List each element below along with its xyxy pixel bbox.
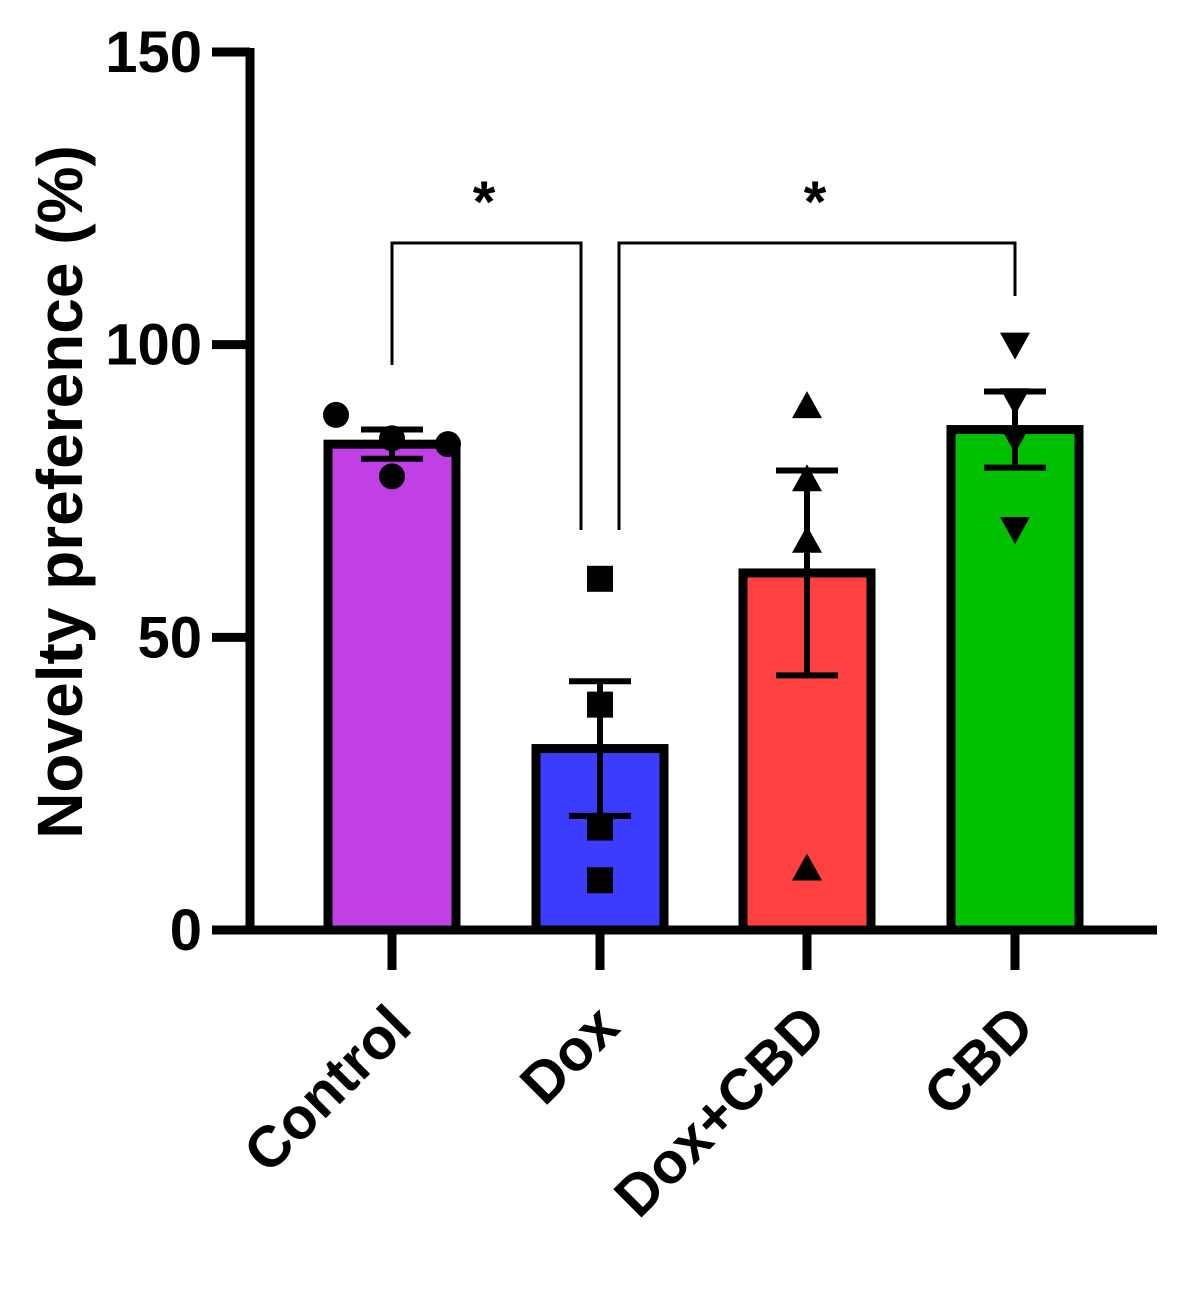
data-point-2-2	[792, 525, 822, 553]
data-point-0-2	[435, 431, 461, 458]
significance-star-0: *	[473, 170, 496, 235]
y-tick-label-0: 0	[170, 898, 202, 963]
significance-bracket-0	[390, 241, 583, 530]
data-point-1-0	[587, 565, 613, 592]
data-point-0-0	[323, 401, 349, 428]
x-tick-label-0: Control	[231, 993, 423, 1185]
data-point-1-1	[587, 691, 613, 718]
x-tick-label-3: CBD	[911, 993, 1046, 1128]
y-axis-title: Novelty preference (%)	[24, 145, 96, 839]
significance-bracket-1	[617, 241, 1017, 530]
data-point-3-2	[1000, 426, 1030, 454]
data-point-2-0	[792, 391, 822, 419]
y-tick-label-100: 100	[105, 313, 202, 378]
data-point-0-3	[379, 463, 405, 490]
x-tick-label-2: Dox+CBD	[602, 993, 838, 1229]
data-point-2-3	[792, 853, 822, 881]
bar-control	[323, 439, 461, 935]
bar-cbd	[946, 425, 1084, 935]
data-point-3-1	[1000, 388, 1030, 416]
data-point-1-3	[587, 867, 613, 894]
data-point-0-1	[379, 425, 405, 452]
significance-star-1: *	[804, 170, 827, 235]
data-point-3-3	[1000, 517, 1030, 545]
data-point-1-2	[587, 814, 613, 841]
x-tick-label-1: Dox	[508, 993, 631, 1116]
y-tick-label-50: 50	[137, 605, 202, 670]
y-tick-label-150: 150	[105, 20, 202, 85]
data-point-2-1	[792, 464, 822, 492]
data-point-3-0	[1000, 332, 1030, 360]
